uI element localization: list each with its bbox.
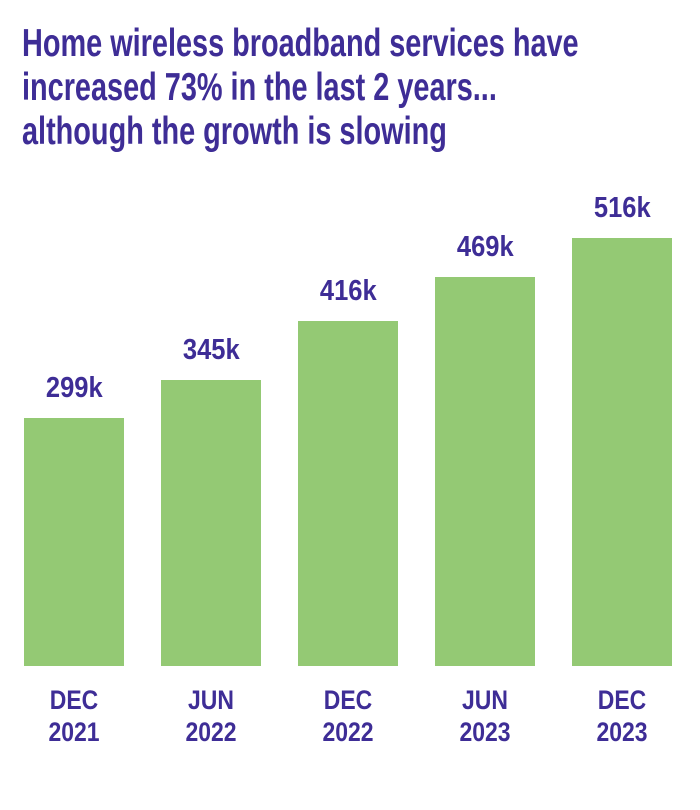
x-axis-label-year: 2023 <box>596 717 648 747</box>
x-axis-label-month: JUN <box>462 685 508 715</box>
bar-column: 345k <box>161 334 261 666</box>
chart-title: Home wireless broadband services have in… <box>22 22 579 154</box>
bar-value-label: 345k <box>182 334 240 366</box>
chart-title-line-3: although the growth is slowing <box>22 110 447 153</box>
bar <box>572 238 672 666</box>
bar-column: 469k <box>435 231 535 666</box>
x-axis-label: JUN 2023 <box>443 684 528 748</box>
x-axis-label-year: 2022 <box>185 717 237 747</box>
bar-chart: 299k 345k 416k 469k 516k <box>24 154 672 666</box>
x-axis-label-month: DEC <box>323 685 373 715</box>
x-axis-label-year: 2023 <box>459 717 511 747</box>
x-axis: DEC 2021 JUN 2022 DEC 2022 JUN 2023 DEC 2023 <box>24 684 672 748</box>
chart-title-line-2: increased 73% in the last 2 years... <box>22 66 497 109</box>
x-axis-label: DEC 2022 <box>306 684 391 748</box>
x-axis-label-month: DEC <box>49 685 99 715</box>
bar-column: 416k <box>298 275 398 666</box>
bar-value-label: 516k <box>593 192 651 224</box>
bar-value-label: 416k <box>319 275 377 307</box>
x-axis-label: DEC 2021 <box>32 684 117 748</box>
bar <box>24 418 124 666</box>
x-axis-label-month: JUN <box>188 685 234 715</box>
bars-row: 299k 345k 416k 469k 516k <box>24 154 672 666</box>
bar-column: 299k <box>24 372 124 666</box>
bar <box>298 321 398 666</box>
x-axis-label-year: 2021 <box>48 717 100 747</box>
bar-column: 516k <box>572 192 672 666</box>
bar-value-label: 469k <box>456 231 514 263</box>
bar <box>435 277 535 666</box>
x-axis-label-year: 2022 <box>322 717 374 747</box>
bar-value-label: 299k <box>45 372 103 404</box>
bar <box>161 380 261 666</box>
chart-title-line-1: Home wireless broadband services have <box>22 22 579 65</box>
x-axis-label: DEC 2023 <box>580 684 665 748</box>
x-axis-label-month: DEC <box>597 685 647 715</box>
x-axis-label: JUN 2022 <box>169 684 254 748</box>
